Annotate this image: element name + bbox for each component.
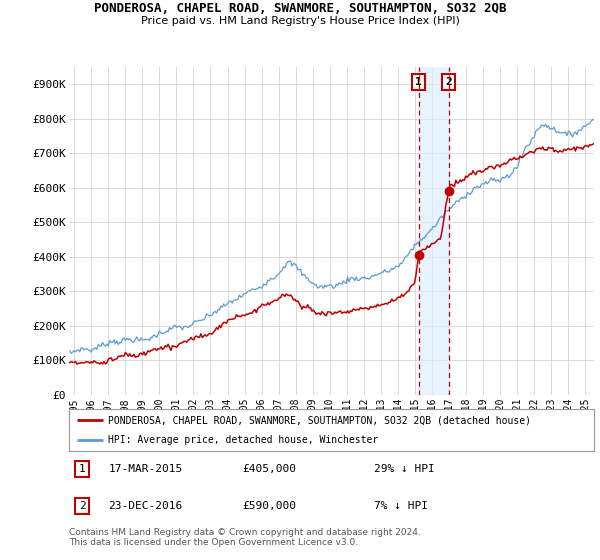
Text: 2: 2 — [79, 501, 86, 511]
Text: PONDEROSA, CHAPEL ROAD, SWANMORE, SOUTHAMPTON, SO32 2QB: PONDEROSA, CHAPEL ROAD, SWANMORE, SOUTHA… — [94, 2, 506, 15]
Text: £590,000: £590,000 — [242, 501, 296, 511]
Text: £405,000: £405,000 — [242, 464, 296, 474]
Text: HPI: Average price, detached house, Winchester: HPI: Average price, detached house, Winc… — [109, 435, 379, 445]
Text: 1: 1 — [79, 464, 86, 474]
Text: PONDEROSA, CHAPEL ROAD, SWANMORE, SOUTHAMPTON, SO32 2QB (detached house): PONDEROSA, CHAPEL ROAD, SWANMORE, SOUTHA… — [109, 415, 532, 425]
Text: 1: 1 — [415, 77, 422, 87]
Text: Price paid vs. HM Land Registry's House Price Index (HPI): Price paid vs. HM Land Registry's House … — [140, 16, 460, 26]
Text: 23-DEC-2016: 23-DEC-2016 — [109, 501, 182, 511]
Text: 17-MAR-2015: 17-MAR-2015 — [109, 464, 182, 474]
Bar — [419, 67, 449, 395]
Text: 29% ↓ HPI: 29% ↓ HPI — [373, 464, 434, 474]
Text: Contains HM Land Registry data © Crown copyright and database right 2024.
This d: Contains HM Land Registry data © Crown c… — [69, 528, 421, 547]
Text: 2: 2 — [445, 77, 452, 87]
Text: 7% ↓ HPI: 7% ↓ HPI — [373, 501, 427, 511]
